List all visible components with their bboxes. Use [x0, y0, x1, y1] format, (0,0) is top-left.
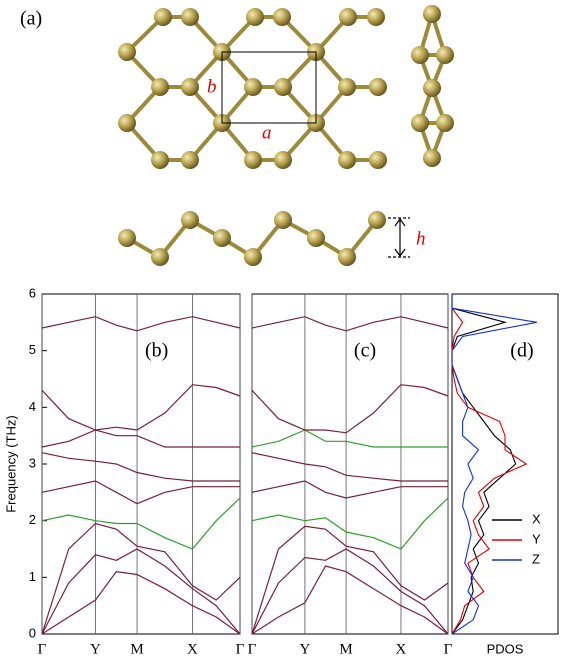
atom	[274, 151, 292, 169]
band	[41, 452, 240, 482]
atom	[151, 151, 169, 169]
atom	[411, 46, 429, 64]
band	[41, 571, 241, 635]
band	[251, 452, 448, 482]
atom	[369, 78, 387, 96]
atom	[423, 79, 441, 97]
y-tick-label: 2	[29, 512, 36, 527]
band	[251, 480, 448, 499]
atom	[338, 248, 356, 266]
band	[251, 316, 449, 332]
atom	[181, 78, 199, 96]
x-tick-label: Γ	[38, 641, 47, 657]
x-tick-label: X	[396, 641, 407, 657]
atom	[367, 8, 385, 26]
x-tick-label: Γ	[236, 641, 245, 657]
band	[41, 480, 240, 505]
band	[251, 548, 449, 635]
pdos-line	[451, 294, 537, 635]
y-tick-label: 5	[29, 342, 36, 357]
y-tick-label: 0	[29, 625, 36, 640]
plot-frame	[251, 293, 449, 635]
x-tick-label: Y	[90, 641, 101, 657]
x-tick-label: X	[187, 641, 198, 657]
atom	[436, 114, 454, 132]
atom	[246, 8, 264, 26]
panel-label: (c)	[354, 340, 376, 362]
band	[251, 565, 449, 635]
atom	[213, 229, 231, 247]
band	[41, 522, 241, 635]
atom	[423, 5, 441, 23]
x-tick-label: Γ	[444, 641, 453, 657]
unit-cell	[221, 51, 317, 124]
atom	[118, 229, 136, 247]
x-tick-label: M	[130, 641, 143, 657]
atom	[274, 78, 292, 96]
atom	[436, 46, 454, 64]
atom	[369, 151, 387, 169]
atom	[307, 229, 325, 247]
lattice-a: a	[262, 122, 272, 143]
x-tick-label: M	[339, 641, 352, 657]
atom	[423, 149, 441, 167]
lattice-b: b	[207, 76, 217, 97]
atom	[118, 114, 136, 132]
atom	[118, 43, 136, 61]
height-h: h	[416, 228, 426, 249]
y-tick-label: 1	[29, 569, 36, 584]
panel-label: (d)	[510, 340, 533, 362]
band	[41, 548, 241, 635]
legend-label: Z	[532, 551, 540, 566]
atom	[368, 211, 386, 229]
legend-label: Y	[532, 531, 541, 546]
band	[41, 384, 241, 431]
panel-label: (a)	[20, 8, 42, 30]
atom	[181, 151, 199, 169]
x-tick-label: Y	[299, 641, 310, 657]
atom	[181, 211, 199, 229]
band	[41, 497, 241, 550]
band	[251, 429, 448, 448]
x-axis-label: PDOS	[487, 641, 524, 656]
pdos-line	[451, 294, 517, 635]
atom	[151, 248, 169, 266]
atom	[274, 211, 292, 229]
y-axis-label: Frequency (THz)	[3, 415, 18, 513]
atom	[181, 8, 199, 26]
plot-frame	[451, 293, 559, 635]
band	[41, 429, 240, 448]
x-tick-label: Γ	[248, 641, 257, 657]
atom	[338, 78, 356, 96]
height-arrow	[388, 217, 410, 258]
plot-frame	[41, 293, 241, 635]
y-tick-label: 3	[29, 455, 36, 470]
panel-label: (b)	[145, 340, 168, 362]
atom	[411, 114, 429, 132]
atom	[273, 8, 291, 26]
y-tick-label: 4	[29, 399, 36, 414]
band	[251, 525, 449, 635]
band	[251, 497, 449, 550]
atom	[154, 8, 172, 26]
atom	[151, 78, 169, 96]
band	[41, 316, 241, 332]
atom	[339, 8, 357, 26]
atom	[244, 78, 262, 96]
atom	[338, 151, 356, 169]
atom	[244, 248, 262, 266]
band	[251, 384, 449, 434]
atom	[244, 151, 262, 169]
structure	[118, 5, 454, 266]
y-tick-label: 6	[29, 285, 36, 300]
legend-label: X	[532, 511, 541, 526]
